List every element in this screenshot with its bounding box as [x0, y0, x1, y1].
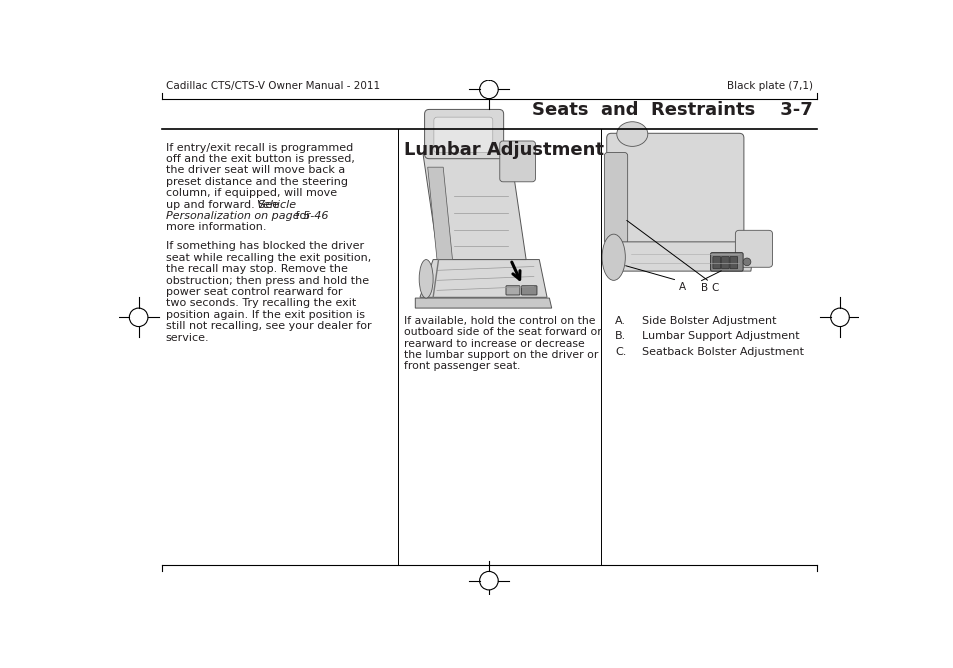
Text: rearward to increase or decrease: rearward to increase or decrease — [404, 339, 584, 349]
Text: power seat control rearward for: power seat control rearward for — [166, 287, 342, 297]
FancyBboxPatch shape — [710, 253, 742, 271]
FancyBboxPatch shape — [604, 152, 627, 243]
Text: seat while recalling the exit position,: seat while recalling the exit position, — [166, 253, 371, 263]
Text: the driver seat will move back a: the driver seat will move back a — [166, 165, 345, 175]
FancyBboxPatch shape — [424, 110, 503, 159]
Text: B: B — [700, 283, 707, 293]
FancyBboxPatch shape — [521, 286, 537, 295]
Text: B.: B. — [615, 331, 626, 341]
Text: If available, hold the control on the: If available, hold the control on the — [404, 316, 596, 326]
FancyBboxPatch shape — [434, 117, 493, 152]
Text: Seats  and  Restraints    3-7: Seats and Restraints 3-7 — [532, 102, 812, 120]
FancyBboxPatch shape — [712, 257, 720, 269]
Text: Seatback Bolster Adjustment: Seatback Bolster Adjustment — [641, 347, 803, 357]
FancyBboxPatch shape — [729, 257, 737, 269]
FancyBboxPatch shape — [720, 257, 728, 269]
Text: for: for — [292, 211, 310, 221]
Ellipse shape — [601, 234, 624, 281]
Ellipse shape — [617, 122, 647, 146]
FancyBboxPatch shape — [735, 230, 772, 267]
FancyBboxPatch shape — [606, 134, 743, 248]
Text: Cadillac CTS/CTS-V Owner Manual - 2011: Cadillac CTS/CTS-V Owner Manual - 2011 — [166, 81, 379, 91]
Text: two seconds. Try recalling the exit: two seconds. Try recalling the exit — [166, 299, 355, 309]
Text: off and the exit button is pressed,: off and the exit button is pressed, — [166, 154, 355, 164]
Text: obstruction; then press and hold the: obstruction; then press and hold the — [166, 276, 369, 286]
Text: position again. If the exit position is: position again. If the exit position is — [166, 310, 364, 320]
Text: Lumbar Support Adjustment: Lumbar Support Adjustment — [641, 331, 800, 341]
Text: column, if equipped, will move: column, if equipped, will move — [166, 188, 336, 198]
Text: C: C — [711, 283, 718, 293]
Text: Lumbar Adjustment: Lumbar Adjustment — [404, 141, 604, 159]
Polygon shape — [611, 242, 754, 271]
Polygon shape — [415, 298, 551, 308]
Text: Vehicle: Vehicle — [255, 200, 295, 210]
Text: front passenger seat.: front passenger seat. — [404, 361, 520, 371]
Text: Black plate (7,1): Black plate (7,1) — [726, 81, 812, 91]
Text: the recall may stop. Remove the: the recall may stop. Remove the — [166, 264, 347, 274]
Text: still not recalling, see your dealer for: still not recalling, see your dealer for — [166, 321, 371, 331]
Text: service.: service. — [166, 333, 209, 343]
Text: A: A — [679, 282, 685, 292]
Text: C.: C. — [615, 347, 626, 357]
Text: If entry/exit recall is programmed: If entry/exit recall is programmed — [166, 142, 353, 152]
Text: Side Bolster Adjustment: Side Bolster Adjustment — [641, 316, 776, 326]
Text: If something has blocked the driver: If something has blocked the driver — [166, 241, 363, 251]
Polygon shape — [422, 154, 525, 260]
Text: Personalization on page 5-46: Personalization on page 5-46 — [166, 211, 328, 221]
Text: more information.: more information. — [166, 222, 266, 232]
Text: preset distance and the steering: preset distance and the steering — [166, 177, 348, 187]
Polygon shape — [427, 167, 452, 260]
Text: A.: A. — [615, 316, 625, 326]
Ellipse shape — [418, 260, 433, 298]
Circle shape — [742, 258, 750, 266]
Polygon shape — [419, 260, 546, 297]
Text: up and forward. See: up and forward. See — [166, 200, 282, 210]
FancyBboxPatch shape — [505, 286, 519, 295]
Text: the lumbar support on the driver or: the lumbar support on the driver or — [404, 350, 598, 360]
Text: outboard side of the seat forward or: outboard side of the seat forward or — [404, 327, 601, 337]
FancyBboxPatch shape — [499, 141, 535, 182]
